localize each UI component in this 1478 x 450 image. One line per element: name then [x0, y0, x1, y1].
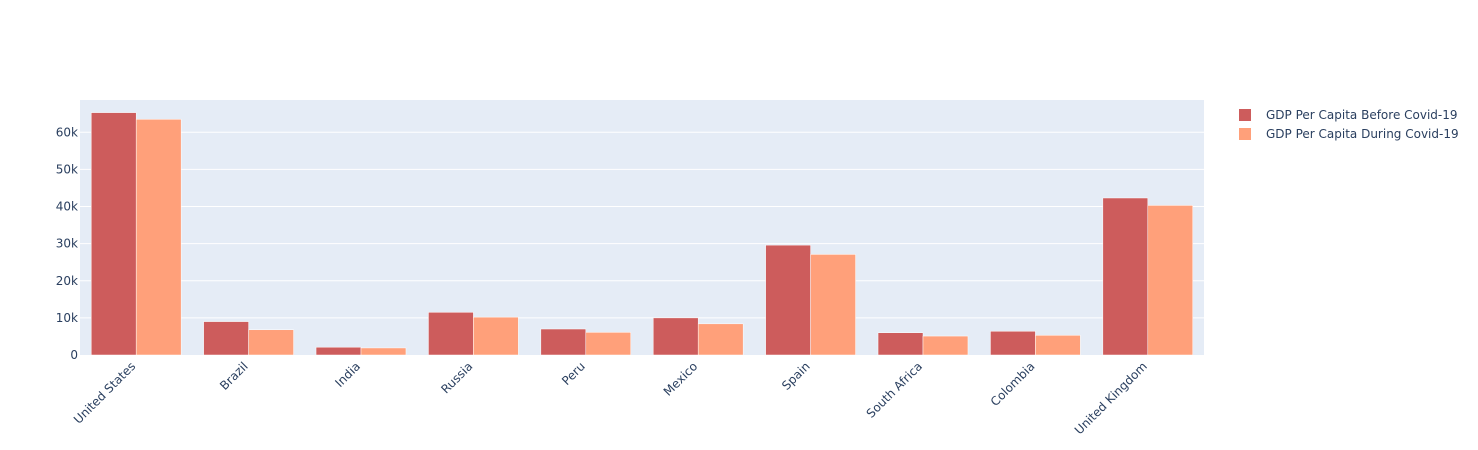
gridlines [80, 131, 1204, 319]
y-tick-label: 0 [70, 348, 78, 362]
legend-item[interactable]: GDP Per Capita Before Covid-19 [1239, 108, 1458, 122]
legend-item[interactable]: GDP Per Capita During Covid-19 [1239, 127, 1459, 141]
legend[interactable]: GDP Per Capita Before Covid-19 GDP Per Ca… [1239, 108, 1459, 141]
bar-before [877, 332, 924, 356]
bar-before [315, 346, 362, 356]
legend-label: GDP Per Capita During Covid-19 [1266, 127, 1459, 141]
y-axis: 0 10k 20k 30k 40k 50k 60k [56, 125, 78, 362]
x-tick-label: Russia [438, 359, 475, 396]
plot-area [80, 100, 1204, 355]
x-tick-label: India [332, 359, 363, 390]
x-tick-label: United Kingdom [1072, 359, 1150, 437]
y-tick-label: 20k [56, 274, 78, 288]
x-tick-label: Mexico [661, 359, 701, 399]
bar-during [1035, 335, 1081, 356]
bar-during [1147, 205, 1194, 356]
x-axis: United States Brazil India Russia Peru Mexico… [71, 359, 1150, 437]
legend-swatch [1239, 128, 1251, 140]
x-tick-label: South Africa [864, 359, 925, 420]
bar-during [473, 316, 519, 356]
bar-during [360, 347, 407, 356]
bar-before [652, 317, 699, 356]
bar-before [990, 330, 1036, 356]
legend-label: GDP Per Capita Before Covid-19 [1266, 108, 1458, 122]
legend-swatch [1239, 109, 1251, 121]
y-tick-label: 10k [56, 311, 78, 325]
x-tick-label: Peru [559, 359, 588, 388]
bar-during [135, 119, 182, 356]
x-tick-label: Brazil [217, 359, 251, 393]
x-tick-label: Colombia [988, 359, 1038, 409]
x-tick-label: United States [71, 359, 138, 426]
bar-during [810, 254, 856, 356]
bar-before [765, 244, 811, 356]
y-tick-label: 50k [56, 162, 78, 176]
y-tick-label: 60k [56, 125, 78, 139]
bar-before [90, 112, 137, 356]
bars [90, 112, 1194, 356]
x-tick-label: Spain [779, 359, 813, 393]
bar-during [922, 335, 969, 356]
bar-during [585, 332, 632, 356]
y-tick-label: 30k [56, 237, 78, 251]
bar-before [203, 321, 249, 356]
bar-before [540, 328, 587, 356]
bar-before [428, 312, 474, 356]
bar-before [1102, 197, 1149, 356]
bar-during [248, 329, 294, 356]
y-tick-label: 40k [56, 200, 78, 214]
bar-during [697, 323, 744, 356]
